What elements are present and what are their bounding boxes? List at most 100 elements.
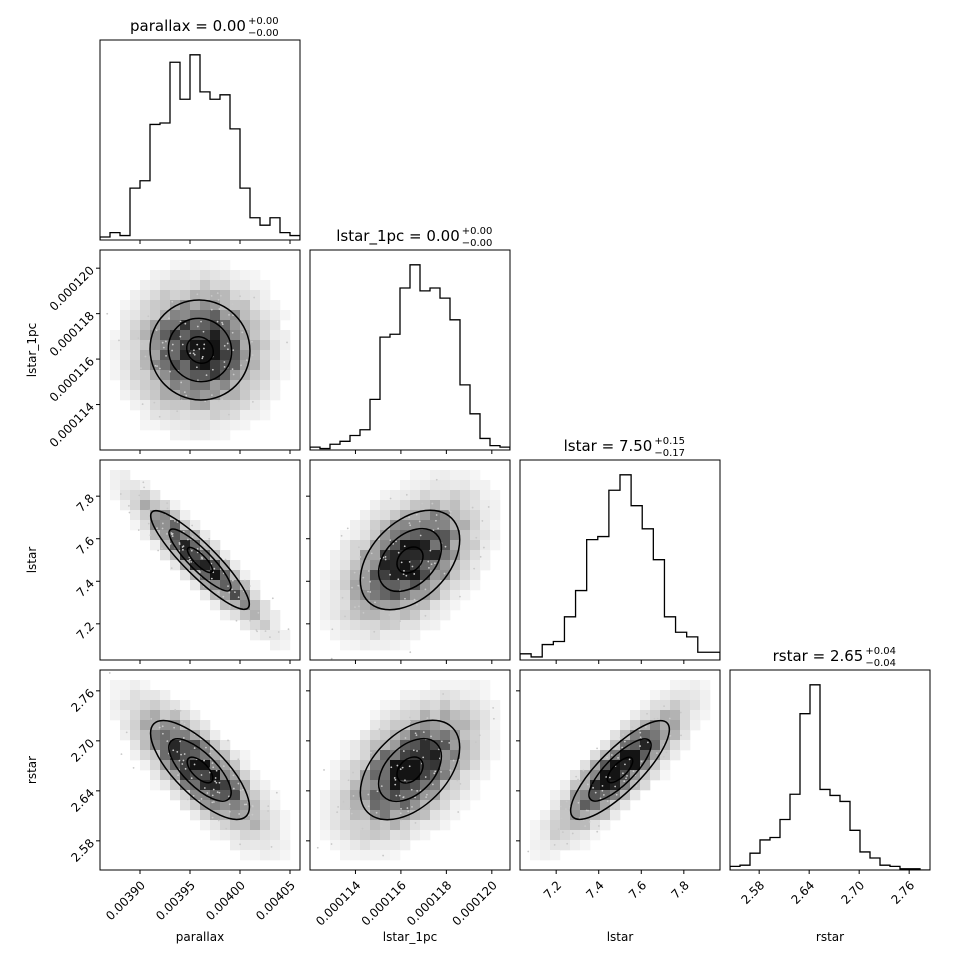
density-cell: [360, 640, 371, 651]
density-cell: [420, 570, 431, 581]
density-cell: [370, 560, 381, 571]
density-cell: [280, 820, 291, 831]
density-cell: [400, 770, 411, 781]
density-cell: [170, 430, 181, 441]
contour-level-1: [185, 335, 215, 365]
density-cell: [220, 270, 231, 281]
density-cell: [140, 750, 151, 761]
density-cell: [260, 390, 271, 401]
sample-point: [227, 585, 229, 588]
density-cell: [210, 540, 221, 551]
sample-point: [200, 798, 203, 800]
density-cell: [230, 790, 241, 801]
density-cell: [180, 280, 191, 291]
sample-point: [171, 300, 174, 303]
density-cell: [350, 750, 361, 761]
density-cell: [320, 820, 331, 831]
density-cell: [160, 370, 171, 381]
density-cell: [420, 770, 431, 781]
y-tick-label: 7.4: [74, 576, 97, 599]
density-cell: [360, 840, 371, 851]
sample-point: [161, 527, 164, 530]
panel-content: [100, 54, 300, 240]
title-parallax: parallax = 0.00 +0.00−0.00: [130, 16, 279, 39]
sample-point: [680, 734, 682, 737]
sample-point: [200, 774, 203, 776]
sample-point: [255, 629, 258, 631]
density-cell: [170, 310, 181, 321]
sample-point: [616, 747, 618, 749]
density-cell: [450, 760, 461, 771]
density-cell: [650, 770, 661, 781]
sample-point: [217, 819, 220, 822]
density-cell: [250, 370, 261, 381]
y-axis-label-lstar_1pc: lstar_1pc: [25, 323, 39, 377]
density-cell: [380, 600, 391, 611]
sample-point: [669, 734, 672, 737]
density-cell: [390, 640, 401, 651]
density-cell: [350, 800, 361, 811]
density-cell: [470, 710, 481, 721]
density-cell: [240, 370, 251, 381]
sample-point: [214, 777, 217, 779]
density-cell: [210, 780, 221, 791]
density-cell: [240, 570, 251, 581]
density-cell: [570, 810, 581, 821]
sample-point: [421, 502, 424, 505]
density-cell: [380, 530, 391, 541]
sample-point: [619, 736, 622, 739]
density-cell: [180, 430, 191, 441]
density-cell: [420, 590, 431, 601]
density-cell: [470, 730, 481, 741]
sample-point: [479, 555, 482, 558]
density-cell: [700, 690, 711, 701]
density-cell: [120, 730, 131, 741]
density-cell: [460, 470, 471, 481]
sample-point: [346, 527, 349, 530]
density-cell: [400, 510, 411, 521]
density-cell: [230, 300, 241, 311]
density-cell: [120, 370, 131, 381]
sample-point: [225, 827, 228, 830]
sample-point: [407, 810, 410, 813]
density-cell: [140, 730, 151, 741]
density-cell: [410, 720, 421, 731]
sample-point: [380, 785, 383, 788]
density-cell: [430, 800, 441, 811]
sample-point: [323, 769, 325, 771]
density-cell: [600, 800, 611, 811]
sample-point: [211, 801, 214, 804]
sample-point: [161, 732, 164, 735]
density-cell: [690, 680, 701, 691]
histogram-lstar: [520, 474, 720, 660]
sample-point: [622, 733, 625, 736]
sample-point: [193, 349, 195, 352]
density-cell: [140, 370, 151, 381]
density-cell: [130, 520, 141, 531]
density-cell: [190, 530, 201, 541]
density-cell: [130, 330, 141, 341]
contour-level-2: [377, 527, 443, 593]
density-cell: [230, 780, 241, 791]
density-cell: [110, 680, 121, 691]
density-cell: [160, 340, 171, 351]
sample-point: [269, 636, 271, 638]
sample-point: [362, 576, 365, 579]
density-cell: [570, 820, 581, 831]
density-cell: [570, 770, 581, 781]
sample-point: [198, 533, 201, 536]
density-cell: [150, 330, 161, 341]
density-cell: [230, 600, 241, 611]
sample-point: [336, 811, 339, 814]
density-cell: [350, 580, 361, 591]
sample-point: [622, 772, 624, 775]
density-cell: [370, 760, 381, 771]
density-cell: [250, 770, 261, 781]
density-cell: [180, 290, 191, 301]
sample-point: [347, 779, 350, 782]
density-cell: [140, 710, 151, 721]
sample-point: [628, 758, 631, 761]
density-cell: [160, 720, 171, 731]
density-cell: [240, 840, 251, 851]
density-cell: [210, 350, 221, 361]
